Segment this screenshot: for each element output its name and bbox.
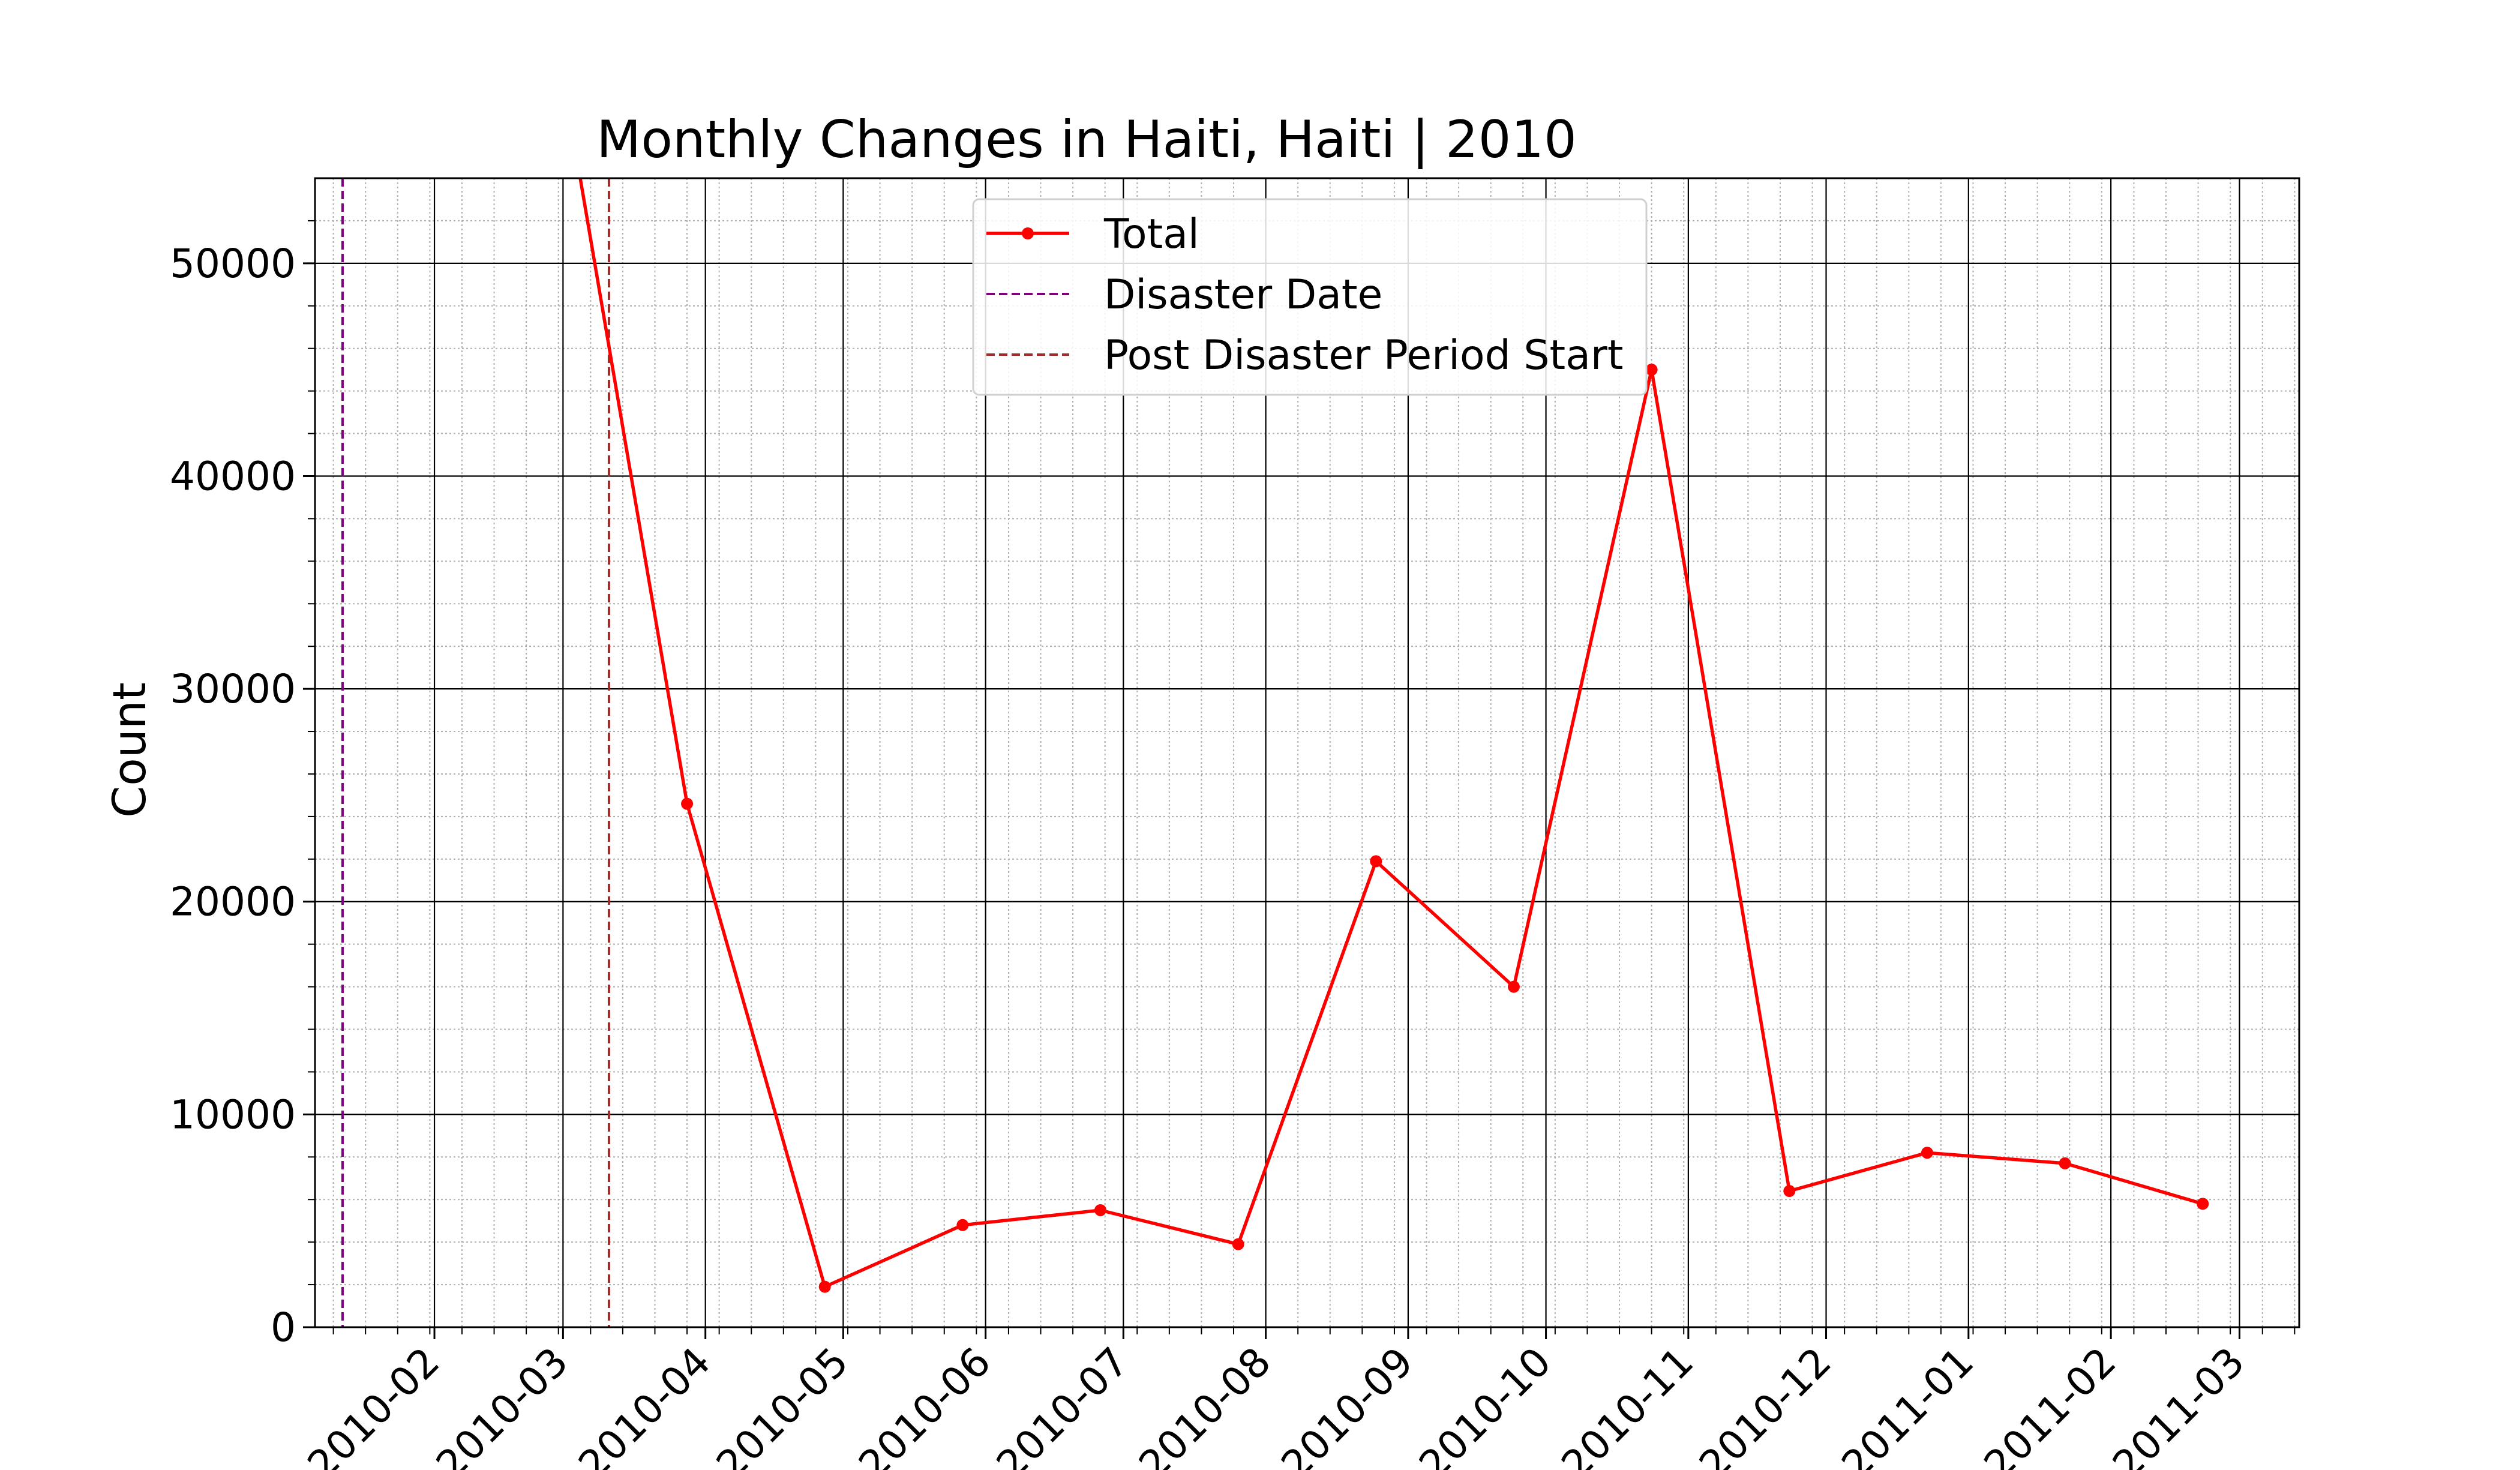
series-group xyxy=(578,178,2209,1293)
y-tick-label: 40000 xyxy=(170,453,296,499)
y-tick-label: 30000 xyxy=(170,666,296,712)
major-grid xyxy=(315,178,2299,1327)
y-tick-label: 20000 xyxy=(170,879,296,925)
reference-lines xyxy=(341,178,610,1327)
y-tick-label: 0 xyxy=(271,1304,296,1351)
axis-ticks xyxy=(303,220,2296,1339)
legend-label: Post Disaster Period Start xyxy=(1104,332,1624,379)
data-point xyxy=(1645,364,1658,376)
data-point xyxy=(1094,1204,1107,1216)
y-tick-label: 10000 xyxy=(170,1091,296,1138)
y-tick-labels: 0 10000 20000 30000 40000 50000 xyxy=(170,241,296,1351)
data-point xyxy=(1232,1238,1244,1250)
plot-frame xyxy=(314,177,2300,1328)
legend-box xyxy=(972,198,1648,396)
y-axis-label: Count xyxy=(103,682,156,818)
legend-label: Disaster Date xyxy=(1104,271,1382,319)
data-point xyxy=(818,1280,831,1293)
legend-label: Total xyxy=(1103,211,1199,258)
legend-swatch-marker xyxy=(1022,227,1034,239)
series-layer xyxy=(578,178,2209,1293)
data-point xyxy=(956,1219,969,1231)
data-point xyxy=(1370,855,1382,868)
data-point xyxy=(681,797,694,810)
data-point xyxy=(1507,980,1520,993)
legend: Total Disaster Date Post Disaster Period S… xyxy=(972,198,1648,396)
chart-title: Monthly Changes in Haiti, Haiti | 2010 xyxy=(596,110,1577,170)
data-point xyxy=(1921,1147,1933,1159)
data-point xyxy=(2197,1198,2209,1210)
y-tick-label: 50000 xyxy=(170,241,296,287)
data-point xyxy=(2059,1157,2071,1169)
data-point xyxy=(1783,1185,1796,1198)
